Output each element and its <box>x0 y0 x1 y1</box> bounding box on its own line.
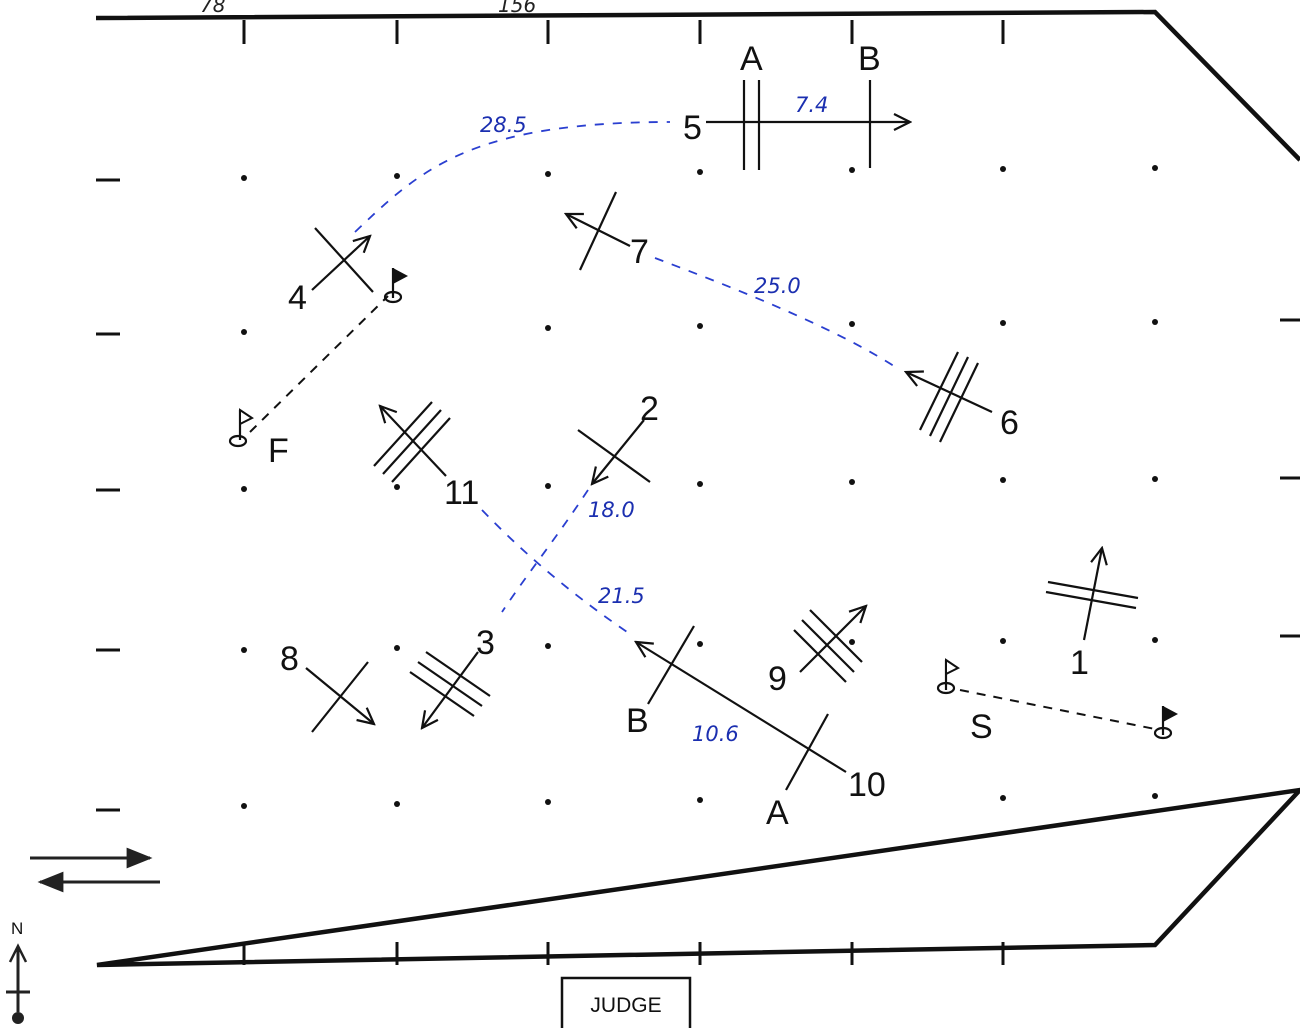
finish-flag-far <box>383 268 408 304</box>
arena-outline <box>95 9 1300 968</box>
obstacle-number-5: 5 <box>683 109 702 147</box>
obstacle-8 <box>305 661 374 733</box>
finish-flag-near <box>228 408 254 448</box>
obstacle-10-combination <box>636 625 847 791</box>
obstacle-number-2: 2 <box>640 390 659 428</box>
obstacle-number-9: 9 <box>768 660 787 698</box>
judge-label: JUDGE <box>590 994 661 1017</box>
top-ticks <box>242 20 1005 44</box>
scale-mark-1: 78 <box>200 0 225 17</box>
obstacle-number-6: 6 <box>1000 404 1019 442</box>
obstacle-4 <box>311 227 374 293</box>
obstacle-number-3: 3 <box>476 624 495 662</box>
distance-line-11-10 <box>481 509 631 635</box>
obstacle-5-b-label: B <box>858 40 881 78</box>
obstacle-10-a-label: A <box>766 794 789 832</box>
north-label: N <box>11 919 23 938</box>
distance-4-5: 28.5 <box>480 113 527 137</box>
judge-box <box>560 976 692 1028</box>
obstacle-number-8: 8 <box>280 640 299 678</box>
left-ticks <box>96 178 120 812</box>
distance-6-7: 25.0 <box>754 274 801 298</box>
right-ticks <box>1280 318 1300 638</box>
obstacle-9 <box>793 606 866 683</box>
north-arrow-icon <box>6 943 30 1024</box>
obstacle-11 <box>373 401 451 483</box>
scale-mark-2: 156 <box>498 0 536 17</box>
start-flag-far <box>1153 706 1178 740</box>
obstacle-number-11: 11 <box>444 474 479 512</box>
obstacle-10-b-label: B <box>626 702 649 740</box>
finish-line <box>249 295 389 433</box>
obstacle-number-7: 7 <box>630 233 649 271</box>
distance-2-3: 18.0 <box>588 498 635 522</box>
obstacle-5-a-label: A <box>740 40 763 78</box>
bottom-ticks <box>242 942 1005 965</box>
grid-dots <box>241 165 1158 809</box>
obstacle-5-combination <box>706 80 910 170</box>
obstacle-7 <box>566 191 631 271</box>
direction-arrows <box>30 847 160 893</box>
distance-5-ab: 7.4 <box>795 93 828 117</box>
obstacle-1 <box>1045 548 1139 641</box>
distance-10-ab: 10.6 <box>692 722 739 746</box>
distance-line-6-7 <box>654 257 901 371</box>
distance-11-10: 21.5 <box>598 584 645 608</box>
obstacle-number-4: 4 <box>288 279 307 317</box>
obstacle-number-10: 10 <box>848 766 886 804</box>
obstacle-2 <box>577 419 651 484</box>
obstacle-number-1: 1 <box>1070 644 1089 682</box>
finish-label: F <box>268 432 289 470</box>
start-flag-near <box>936 658 960 695</box>
obstacle-6 <box>906 351 993 443</box>
distance-line-2-3 <box>501 489 589 613</box>
obstacle-3 <box>409 651 491 728</box>
distance-line-4-5 <box>354 121 671 233</box>
start-label: S <box>970 708 993 746</box>
